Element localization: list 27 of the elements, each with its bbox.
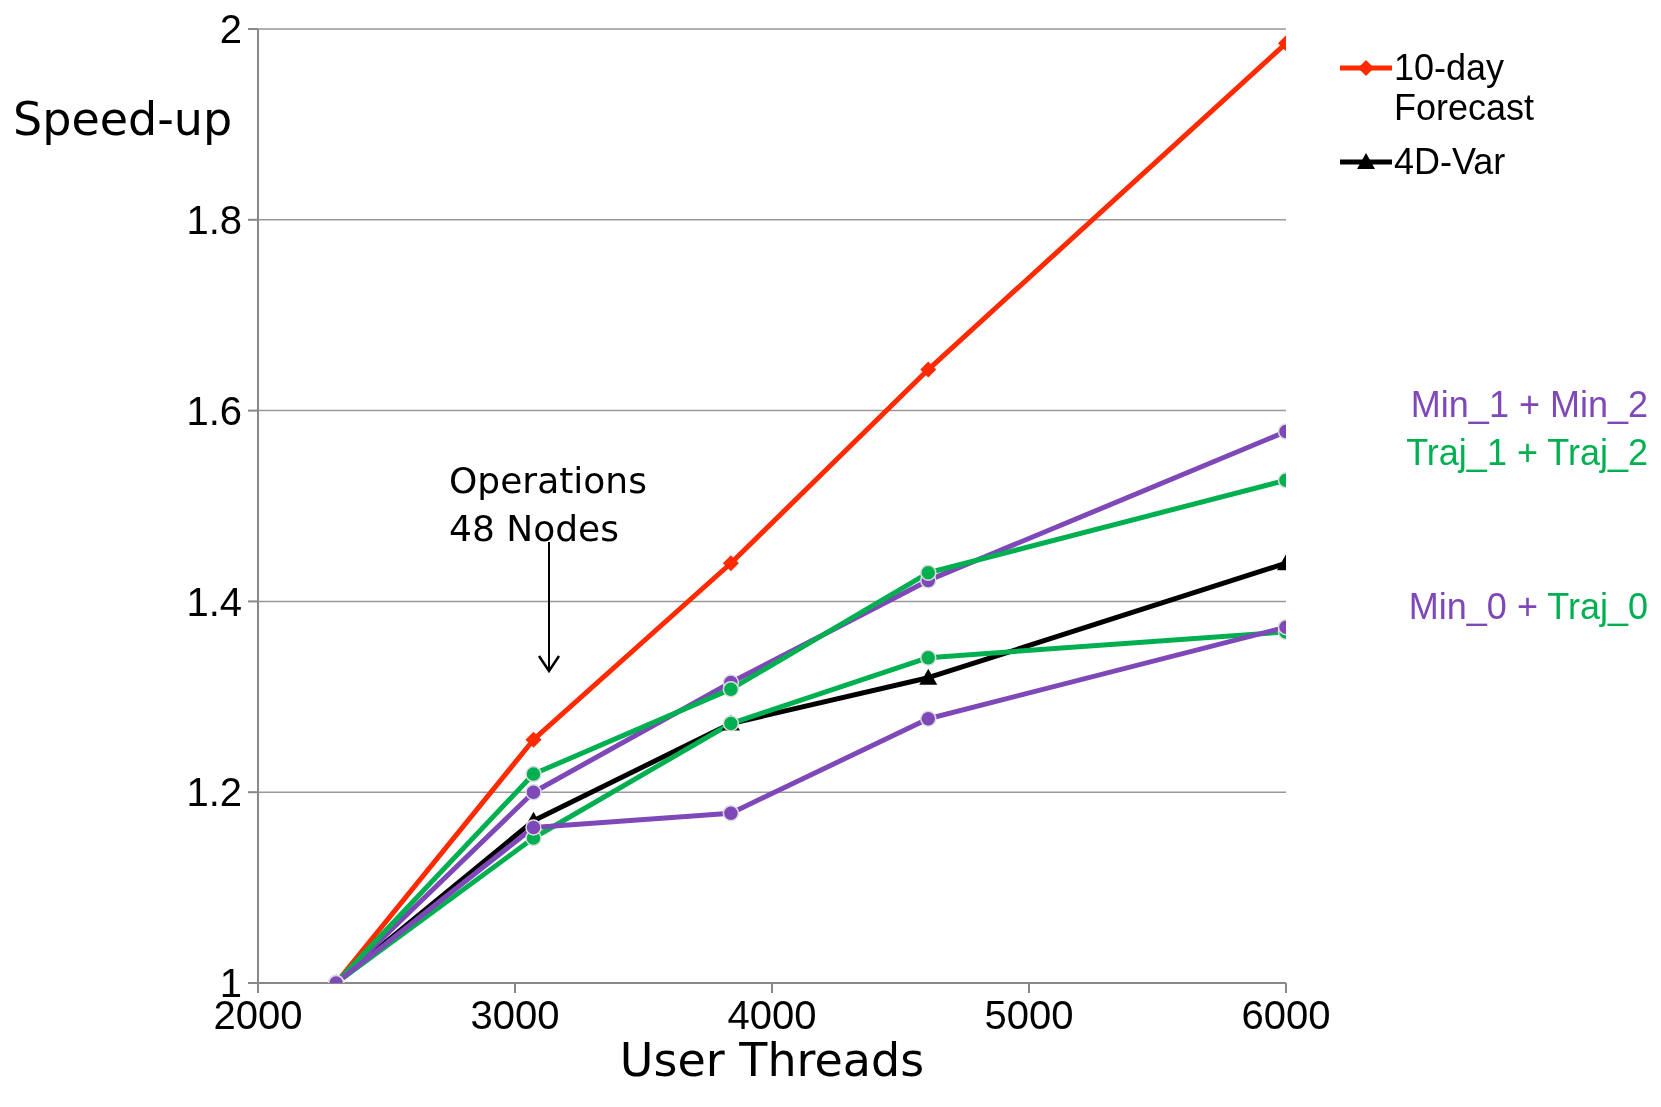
y-tick-label: 2 bbox=[219, 7, 242, 52]
y-tick-label: 1.2 bbox=[186, 770, 242, 815]
legend-label: 10-day Forecast bbox=[1394, 47, 1536, 128]
point bbox=[920, 361, 937, 378]
point bbox=[525, 783, 542, 801]
point bbox=[722, 555, 739, 572]
point bbox=[525, 731, 542, 748]
y-axis-title: Speed-up bbox=[13, 92, 233, 146]
point bbox=[722, 680, 740, 698]
text: Min_0 + Traj_0 bbox=[1408, 586, 1648, 627]
x-tick-label: 3000 bbox=[470, 993, 560, 1038]
legend-label: 4D-Var bbox=[1394, 141, 1507, 182]
y-tick-label: 1.4 bbox=[186, 579, 242, 624]
x-tick-label: 5000 bbox=[984, 993, 1074, 1038]
point bbox=[919, 668, 938, 685]
point bbox=[920, 710, 937, 727]
annotation: Operations 48 Nodes bbox=[449, 459, 647, 551]
y-tick-label: 1.6 bbox=[186, 388, 242, 433]
point bbox=[525, 765, 542, 783]
point bbox=[920, 564, 937, 582]
point bbox=[722, 804, 740, 822]
text: Traj_1 + Traj_2 bbox=[1406, 432, 1648, 475]
x-tick-label: 6000 bbox=[1241, 993, 1331, 1038]
text: Min_1 + Min_2 bbox=[1410, 383, 1648, 426]
point bbox=[920, 649, 937, 666]
point bbox=[525, 819, 542, 836]
y-tick-label: 1.8 bbox=[186, 198, 242, 242]
